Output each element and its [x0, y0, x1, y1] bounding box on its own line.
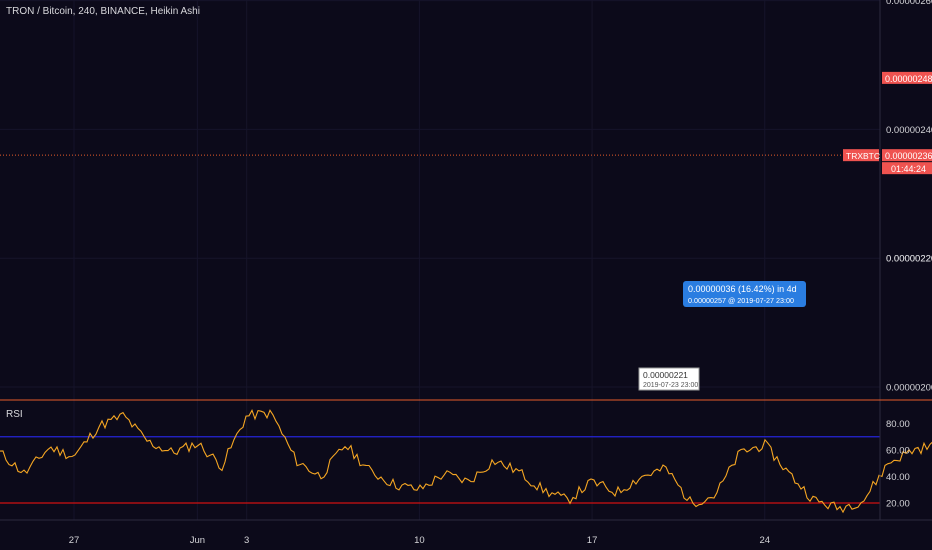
low-marker-box — [638, 367, 700, 391]
chart-title: TRON / Bitcoin, 240, BINANCE, Heikin Ash… — [6, 6, 200, 17]
price-tick-label: 0.00000240 — [886, 125, 932, 136]
projection-box — [683, 281, 806, 307]
time-tick-label: 17 — [587, 535, 598, 546]
price-tick-label: 0.00000200 — [886, 383, 932, 394]
low-marker-price: 0.00000221 — [643, 370, 688, 380]
projection-line2: 0.00000257 @ 2019-07-27 23:00 — [688, 296, 794, 305]
rsi-tick-label: 80.00 — [886, 419, 910, 430]
price-tag-236-text: 0.00000236 — [885, 151, 932, 161]
overlays: 0.00000036 (16.42%) in 4d 0.00000257 @ 20… — [0, 154, 880, 391]
rsi-line — [0, 408, 932, 514]
price-tick-label: 0.00000220 — [886, 254, 932, 265]
symbol-tag-text: TRXBTC — [846, 151, 880, 161]
grid — [0, 0, 880, 520]
rsi-tick-label: 60.00 — [886, 446, 910, 457]
rsi-title: RSI — [6, 409, 23, 420]
price-tick-label: 0.00000260 — [886, 0, 932, 7]
time-tick-label: Jun — [190, 535, 205, 546]
time-tick-label: 10 — [414, 535, 425, 546]
rsi-tick-label: 20.00 — [886, 499, 910, 510]
symbol-tag — [843, 149, 879, 162]
time-tick-label: 27 — [69, 535, 80, 546]
price-tick-label: 0.00000220 — [886, 254, 932, 265]
low-marker-date: 2019-07-23 23:00 — [643, 382, 698, 389]
time-tick-label: 3 — [244, 535, 249, 546]
time-tick-label: 24 — [759, 535, 770, 546]
countdown-tag — [882, 162, 932, 175]
countdown-tag-text: 01:44:24 — [891, 164, 926, 174]
price-tag-248 — [882, 71, 932, 84]
rsi-panel: 20.00 40.00 60.00 80.00 — [0, 408, 932, 514]
price-tag-236 — [882, 149, 932, 162]
projection-line1: 0.00000036 (16.42%) in 4d — [688, 284, 797, 294]
price-tag-248-text: 0.00000248 — [885, 74, 932, 84]
rsi-tick-label: 40.00 — [886, 472, 910, 483]
